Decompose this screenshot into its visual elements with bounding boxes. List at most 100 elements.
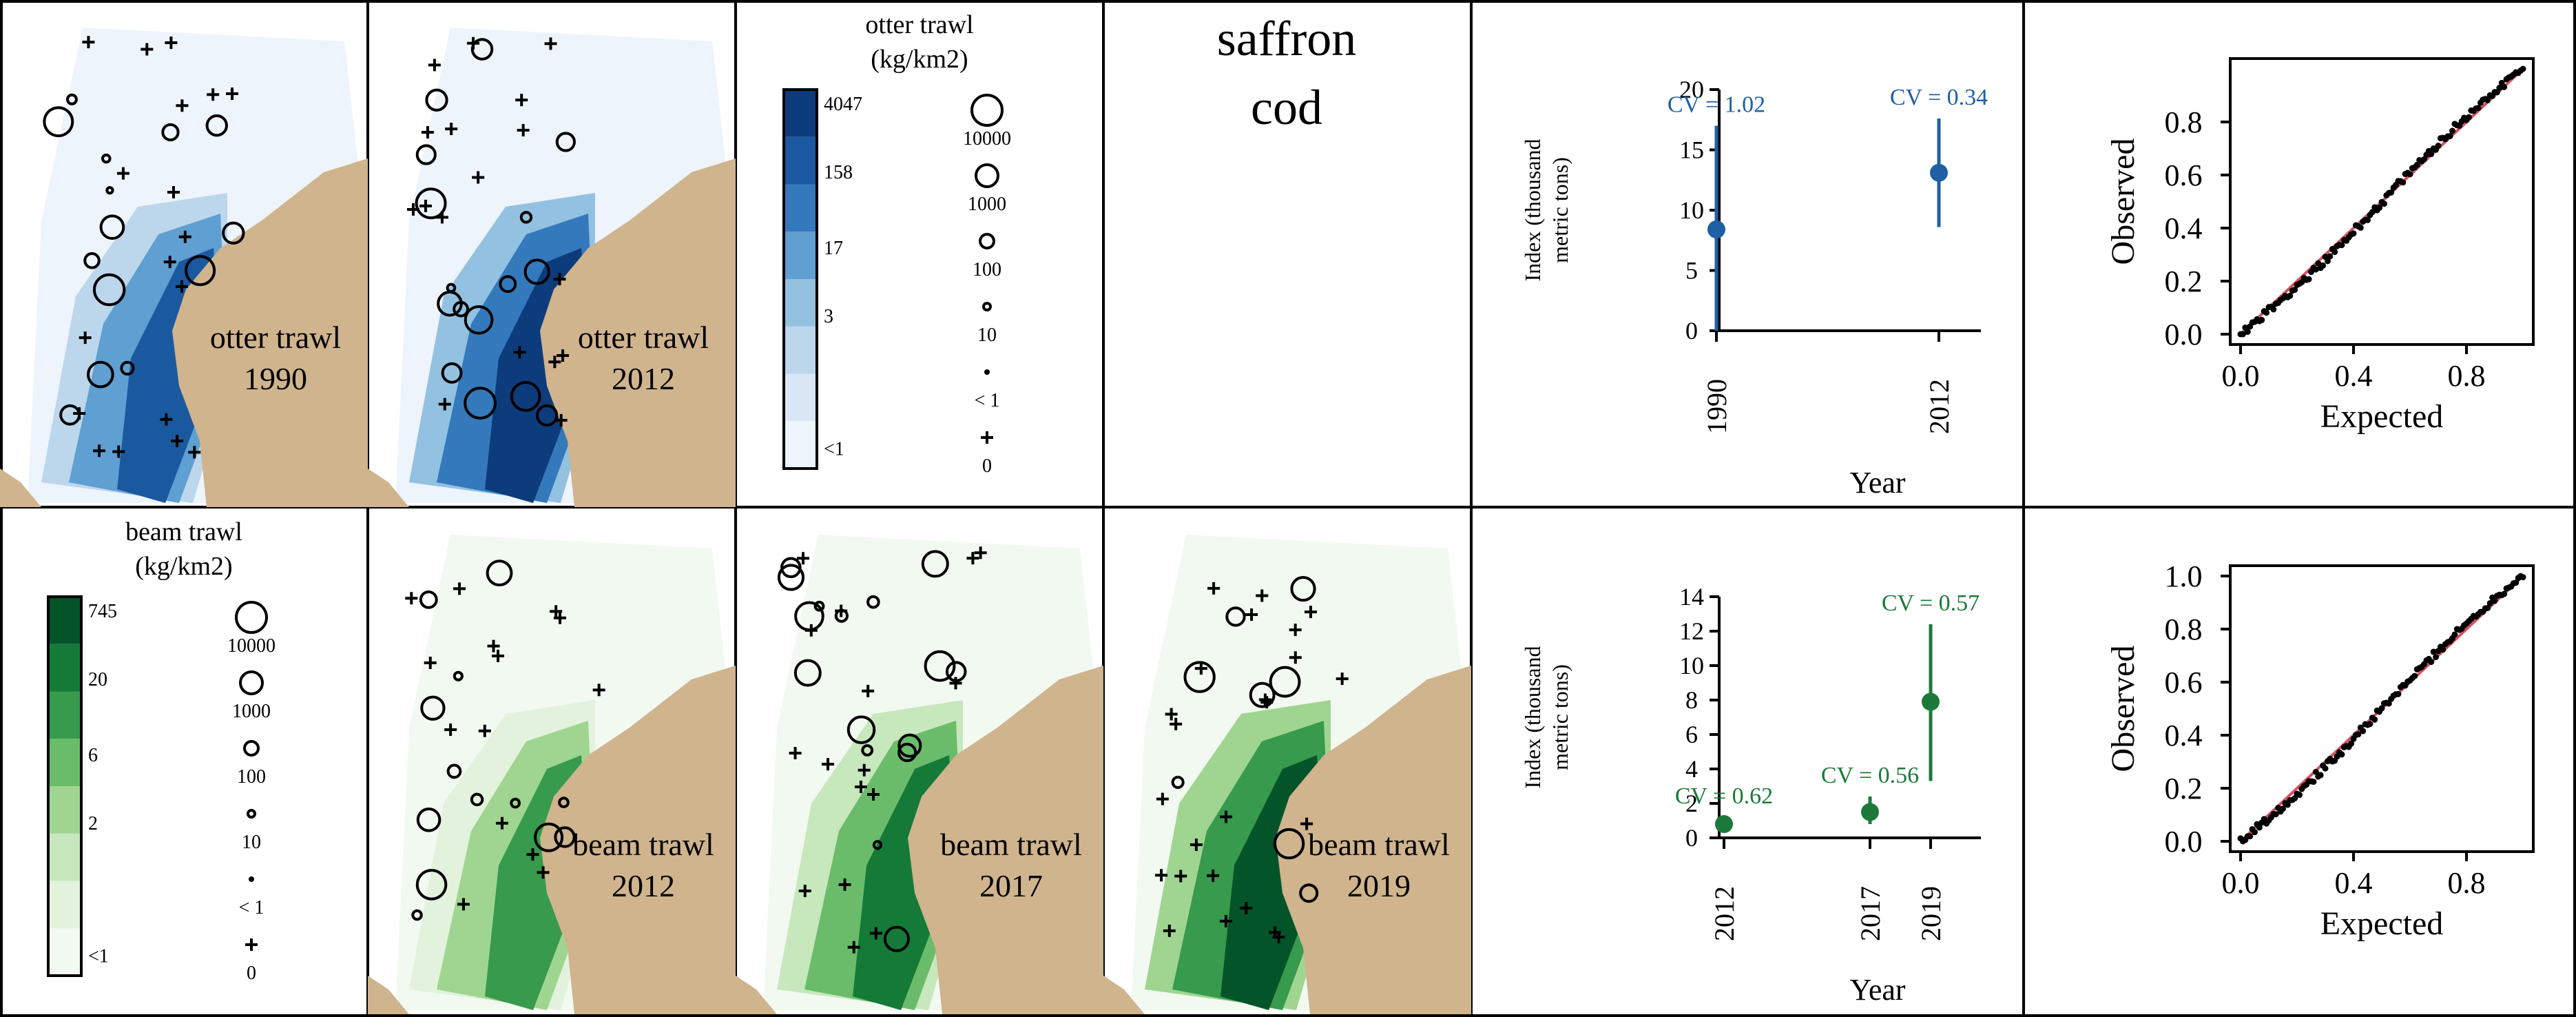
- map-panel-beam-2019: beam trawl 2019: [1103, 535, 1471, 1014]
- legend-bubble: [984, 369, 990, 375]
- y-axis-label-line-2: metric tons): [1548, 664, 1572, 770]
- legend-color-step: [48, 928, 81, 976]
- x-tick-label-wrap: 2012: [1709, 886, 1740, 941]
- map-panel-otter-2012: otter trawl 2012: [368, 28, 736, 507]
- map-label-survey: beam trawl: [1308, 827, 1450, 862]
- x-tick-label: 0.8: [2448, 359, 2486, 393]
- legend-bubble-label: 1000: [232, 701, 271, 722]
- station-zero-catch: [444, 723, 457, 736]
- qq-point: [2475, 105, 2482, 112]
- y-tick-label: 0.8: [2165, 105, 2203, 139]
- y-tick-label: 4: [1685, 755, 1698, 783]
- y-axis-label: Observed: [2105, 646, 2141, 772]
- qq-point: [2388, 189, 2395, 196]
- legend-bubble: [239, 670, 264, 695]
- y-tick-label: 0.6: [2165, 158, 2203, 192]
- legend-color-step: [784, 184, 817, 232]
- station-zero-catch: [457, 898, 470, 911]
- land-mass: [736, 976, 777, 1014]
- qq-point: [2371, 716, 2378, 723]
- station-catch-bubble: [411, 909, 423, 921]
- legend-color-step: [784, 90, 817, 137]
- qq-frame: [2229, 57, 2535, 346]
- station-zero-catch: [553, 611, 566, 624]
- map-label-survey: otter trawl: [210, 320, 341, 355]
- station-zero-catch: [513, 346, 526, 359]
- station-catch-bubble: [419, 590, 438, 609]
- qq-point: [2385, 700, 2392, 707]
- y-tick-label: 2: [1685, 790, 1698, 817]
- legend-break-label: 3: [824, 306, 833, 327]
- map-label-survey: otter trawl: [578, 320, 709, 355]
- y-tick-label: 15: [1679, 136, 1704, 164]
- station-zero-catch: [478, 724, 491, 737]
- station-catch-bubble: [415, 144, 437, 165]
- station-catch-bubble: [897, 733, 922, 758]
- x-axis-label: Year: [1849, 466, 1905, 500]
- qq-point: [2380, 201, 2387, 207]
- legend-bubble: [249, 876, 254, 882]
- station-catch-bubble: [99, 214, 125, 240]
- map-label: beam trawl 2019: [1308, 827, 1450, 903]
- station-catch-bubble: [87, 360, 114, 389]
- legend-bubble: [235, 601, 268, 634]
- legend-color-bar-frame: [47, 595, 83, 977]
- station-catch-bubble: [793, 659, 822, 687]
- station-zero-catch: [171, 435, 184, 448]
- station-zero-catch: [1207, 869, 1220, 882]
- x-tick-label: 1990: [1701, 379, 1732, 434]
- station-zero-catch: [1165, 708, 1178, 721]
- station-catch-bubble: [415, 869, 448, 901]
- species-title-line-1: saffron: [1217, 11, 1357, 66]
- station-zero-catch: [495, 816, 508, 830]
- station-catch-bubble: [897, 743, 917, 763]
- qq-point: [2252, 829, 2258, 836]
- station-catch-bubble: [437, 290, 463, 317]
- station-zero-catch: [974, 546, 987, 559]
- station-catch-bubble: [794, 601, 824, 632]
- land-mass: [368, 469, 409, 507]
- qq-point: [2513, 579, 2520, 586]
- legend-bubble: [247, 809, 256, 819]
- station-catch-bubble: [924, 650, 956, 682]
- qq-point: [2322, 765, 2329, 772]
- land-mass: [540, 158, 736, 507]
- cv-label: CV = 0.62: [1675, 783, 1773, 809]
- station-zero-catch: [1245, 608, 1258, 622]
- station-catch-bubble: [1269, 666, 1301, 698]
- index-point: [1707, 220, 1725, 238]
- y-tick-label: 0.0: [2165, 318, 2203, 351]
- station-zero-catch: [421, 126, 434, 139]
- map-label-year: 2017: [979, 868, 1043, 903]
- legend-bubble-label: 10: [977, 325, 997, 346]
- station-zero-catch: [847, 941, 860, 954]
- legend-bubble: [975, 163, 999, 188]
- legend-color-step: [784, 326, 817, 374]
- station-catch-bubble: [872, 840, 883, 850]
- qq-point: [2486, 600, 2493, 607]
- qq-point: [2348, 740, 2355, 747]
- station-zero-catch: [797, 552, 810, 565]
- station-zero-catch: [548, 356, 561, 369]
- qq-point: [2520, 574, 2526, 581]
- qq-point: [2435, 142, 2442, 149]
- qq-point: [2360, 728, 2367, 734]
- legend-bubble-label: 100: [973, 259, 1001, 280]
- station-zero-catch: [1256, 589, 1269, 602]
- qq-point: [2270, 306, 2277, 313]
- station-zero-catch: [1155, 869, 1168, 882]
- station-catch-bubble: [453, 670, 464, 681]
- station-zero-catch: [854, 780, 867, 793]
- qq-point: [2331, 249, 2338, 256]
- y-tick-label: 14: [1679, 583, 1704, 610]
- legend-bubble-label: 0: [982, 455, 992, 477]
- station-zero-catch: [798, 885, 811, 898]
- x-axis-label: Expected: [2320, 398, 2444, 435]
- qq-point: [2239, 331, 2246, 338]
- qq-point: [2407, 171, 2413, 178]
- station-catch-bubble: [499, 275, 517, 294]
- station-catch-bubble: [555, 132, 576, 152]
- legend-bubble: [970, 94, 1004, 127]
- qq-point: [2258, 316, 2265, 323]
